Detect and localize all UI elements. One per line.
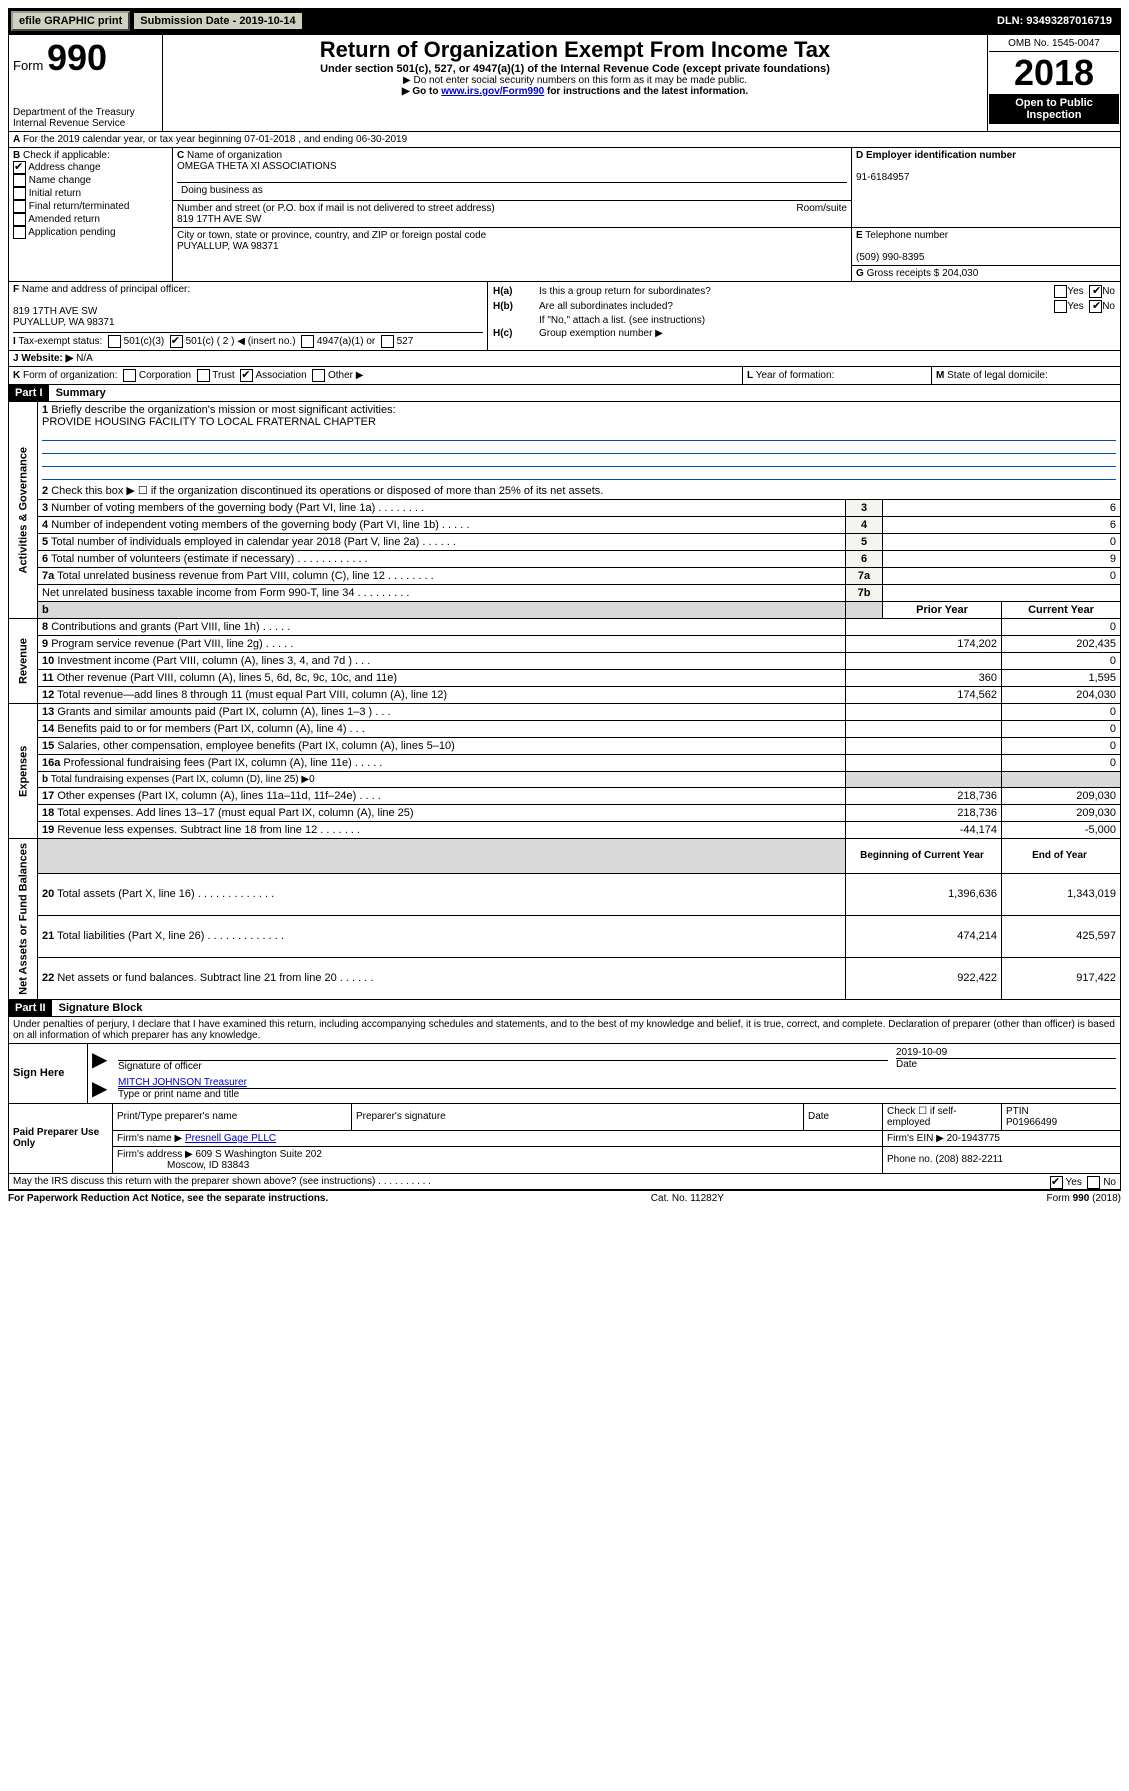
perjury-text: Under penalties of perjury, I declare th… — [8, 1016, 1121, 1043]
officer-addr2: PUYALLUP, WA 98371 — [13, 317, 115, 328]
officer-name[interactable]: MITCH JOHNSON Treasurer — [118, 1077, 247, 1088]
check-final-return[interactable] — [13, 200, 26, 213]
goto-note: ▶ Go to www.irs.gov/Form990 for instruct… — [167, 86, 983, 97]
val-7b — [883, 585, 1121, 602]
check-4947[interactable] — [301, 335, 314, 348]
val-3: 6 — [883, 500, 1121, 517]
discuss-yes[interactable] — [1050, 1176, 1063, 1189]
side-revenue: Revenue — [9, 619, 38, 704]
check-amended[interactable] — [13, 213, 26, 226]
net-20: 1,343,019 — [1002, 873, 1121, 915]
form-title: Return of Organization Exempt From Incom… — [167, 37, 983, 63]
firm-phone: (208) 882-2211 — [935, 1154, 1003, 1165]
paid-preparer: Paid Preparer Use Only Print/Type prepar… — [8, 1103, 1121, 1174]
exp-18: 209,030 — [1002, 805, 1121, 822]
hb-yes[interactable] — [1054, 300, 1067, 313]
check-501c[interactable] — [170, 335, 183, 348]
org-name: OMEGA THETA XI ASSOCIATIONS — [177, 161, 336, 172]
ptin: P01966499 — [1006, 1117, 1057, 1128]
k-corp[interactable] — [123, 369, 136, 382]
ha-no[interactable] — [1089, 285, 1102, 298]
exp-16a: 0 — [1002, 755, 1121, 772]
check-501c3[interactable] — [108, 335, 121, 348]
discuss-no[interactable] — [1087, 1176, 1100, 1189]
check-address-change[interactable] — [13, 161, 26, 174]
form-header: Form 990 Department of the Treasury Inte… — [8, 34, 1121, 132]
form-number: Form 990 — [13, 37, 158, 79]
ein-value: 91-6184957 — [856, 172, 909, 183]
side-netassets: Net Assets or Fund Balances — [9, 839, 38, 1000]
sig-date: 2019-10-09 — [896, 1047, 1116, 1059]
part2-header: Part II Signature Block — [8, 1000, 1121, 1016]
tax-year: 2018 — [989, 52, 1119, 94]
check-initial-return[interactable] — [13, 187, 26, 200]
side-governance: Activities & Governance — [9, 402, 38, 619]
website-row: J Website: ▶ N/A — [8, 351, 1121, 367]
exp-15: 0 — [1002, 738, 1121, 755]
klm-row: K Form of organization: Corporation Trus… — [8, 367, 1121, 385]
open-public-badge: Open to Public Inspection — [989, 94, 1119, 124]
irs-link[interactable]: www.irs.gov/Form990 — [441, 86, 544, 97]
officer-status: F Name and address of principal officer:… — [8, 282, 1121, 351]
form-subtitle: Under section 501(c), 527, or 4947(a)(1)… — [167, 63, 983, 75]
rev-12: 204,030 — [1002, 687, 1121, 704]
top-bar: efile GRAPHIC print Submission Date - 20… — [8, 8, 1121, 34]
officer-addr1: 819 17TH AVE SW — [13, 306, 97, 317]
val-4: 6 — [883, 517, 1121, 534]
part1-body: Activities & Governance 1 Briefly descri… — [8, 402, 1121, 1000]
hb-no[interactable] — [1089, 300, 1102, 313]
val-5: 0 — [883, 534, 1121, 551]
rev-8: 0 — [1002, 619, 1121, 636]
exp-17: 209,030 — [1002, 788, 1121, 805]
side-expenses: Expenses — [9, 704, 38, 839]
net-22: 917,422 — [1002, 957, 1121, 999]
val-6: 9 — [883, 551, 1121, 568]
check-527[interactable] — [381, 335, 394, 348]
dln-number: DLN: 93493287016719 — [991, 13, 1118, 29]
period-a: A For the 2019 calendar year, or tax yea… — [8, 132, 1121, 148]
submission-date: Submission Date - 2019-10-14 — [134, 13, 301, 29]
val-7a: 0 — [883, 568, 1121, 585]
k-assoc[interactable] — [240, 369, 253, 382]
irs-label: Internal Revenue Service — [13, 118, 158, 129]
firm-ein: 20-1943775 — [947, 1133, 1000, 1144]
exp-14: 0 — [1002, 721, 1121, 738]
rev-11: 1,595 — [1002, 670, 1121, 687]
treasury-dept: Department of the Treasury — [13, 107, 158, 118]
city-state-zip: PUYALLUP, WA 98371 — [177, 241, 279, 252]
discuss-row: May the IRS discuss this return with the… — [8, 1174, 1121, 1190]
ha-yes[interactable] — [1054, 285, 1067, 298]
omb-number: OMB No. 1545-0047 — [989, 36, 1119, 52]
mission-text: PROVIDE HOUSING FACILITY TO LOCAL FRATER… — [42, 416, 376, 428]
k-other[interactable] — [312, 369, 325, 382]
ssn-note: ▶ Do not enter social security numbers o… — [167, 75, 983, 86]
firm-addr1: 609 S Washington Suite 202 — [196, 1149, 322, 1160]
net-21: 425,597 — [1002, 915, 1121, 957]
rev-10: 0 — [1002, 653, 1121, 670]
gross-receipts: 204,030 — [942, 268, 978, 279]
exp-19: -5,000 — [1002, 822, 1121, 839]
box-b: B Check if applicable: Address change Na… — [9, 148, 173, 282]
rev-9: 202,435 — [1002, 636, 1121, 653]
firm-name[interactable]: Presnell Gage PLLC — [185, 1133, 276, 1144]
check-name-change[interactable] — [13, 174, 26, 187]
part1-header: Part I Summary — [8, 385, 1121, 402]
form-990: 990 — [47, 37, 107, 78]
form-label: Form — [13, 58, 43, 73]
check-app-pending[interactable] — [13, 226, 26, 239]
page-footer: For Paperwork Reduction Act Notice, see … — [8, 1190, 1121, 1204]
dba-row: Doing business as — [177, 182, 847, 198]
efile-button[interactable]: efile GRAPHIC print — [11, 11, 130, 31]
sign-here: Sign Here ▶ Signature of officer 2019-10… — [8, 1043, 1121, 1103]
street-address: 819 17TH AVE SW — [177, 214, 261, 225]
telephone: (509) 990-8395 — [856, 252, 924, 263]
firm-addr2: Moscow, ID 83843 — [167, 1160, 249, 1171]
entity-info: B Check if applicable: Address change Na… — [8, 148, 1121, 282]
exp-13: 0 — [1002, 704, 1121, 721]
website-value: N/A — [76, 353, 93, 364]
k-trust[interactable] — [197, 369, 210, 382]
